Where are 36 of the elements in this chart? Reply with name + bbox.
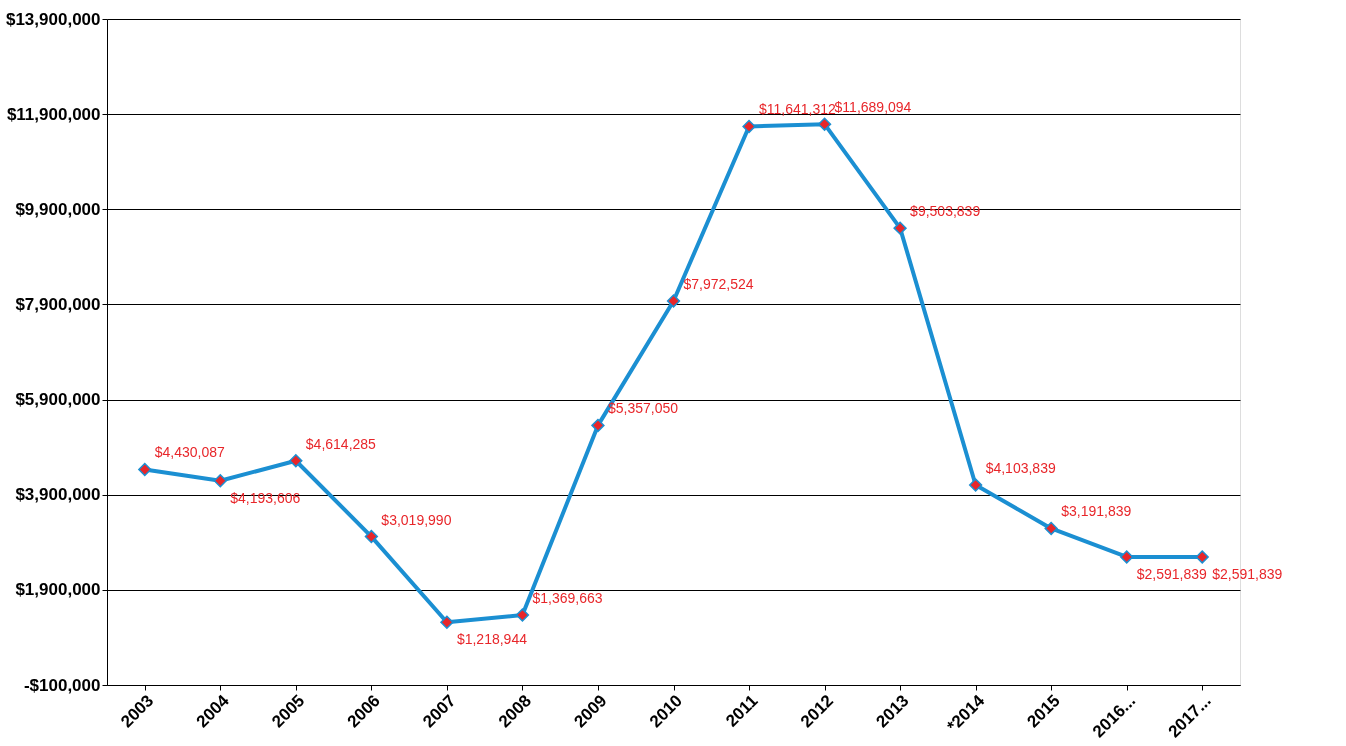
text: $4,430,087	[154, 444, 225, 461]
point	[1195, 550, 1209, 564]
point	[666, 294, 681, 308]
point	[817, 117, 832, 131]
point	[968, 478, 983, 492]
y-tick-label: -$100,000	[23, 675, 101, 695]
point	[364, 529, 379, 544]
point	[591, 418, 605, 433]
text: $3,019,990	[381, 511, 452, 528]
point	[1120, 550, 1134, 564]
y-tick-label: $9,900,000	[15, 199, 101, 219]
text: $2,591,839	[1212, 565, 1283, 582]
text: $2,591,839	[1136, 565, 1207, 582]
y-tick-label: $7,900,000	[15, 294, 101, 314]
text: $1,369,663	[532, 590, 603, 607]
point	[213, 474, 227, 488]
point	[893, 221, 907, 235]
point	[289, 454, 303, 468]
text: $4,614,285	[305, 435, 376, 452]
text: $4,103,839	[985, 460, 1056, 477]
text: $11,689,094	[834, 99, 912, 116]
y-tick-label: $1,900,000	[15, 580, 101, 600]
y-tick-label: $11,900,000	[6, 104, 101, 124]
point	[1044, 521, 1058, 536]
text: $1,218,944	[456, 631, 527, 648]
y-tick-label: $3,900,000	[15, 485, 101, 505]
point	[138, 462, 152, 477]
y-tick-label: $5,900,000	[15, 390, 101, 410]
text: $3,191,839	[1061, 503, 1132, 520]
text: $11,641,312	[759, 101, 836, 118]
point	[515, 608, 530, 622]
point	[742, 119, 756, 134]
text: $7,972,524	[683, 275, 754, 292]
text: $5,357,050	[607, 400, 679, 417]
point	[440, 615, 454, 629]
y-tick-label: $13,900,000	[5, 9, 101, 29]
